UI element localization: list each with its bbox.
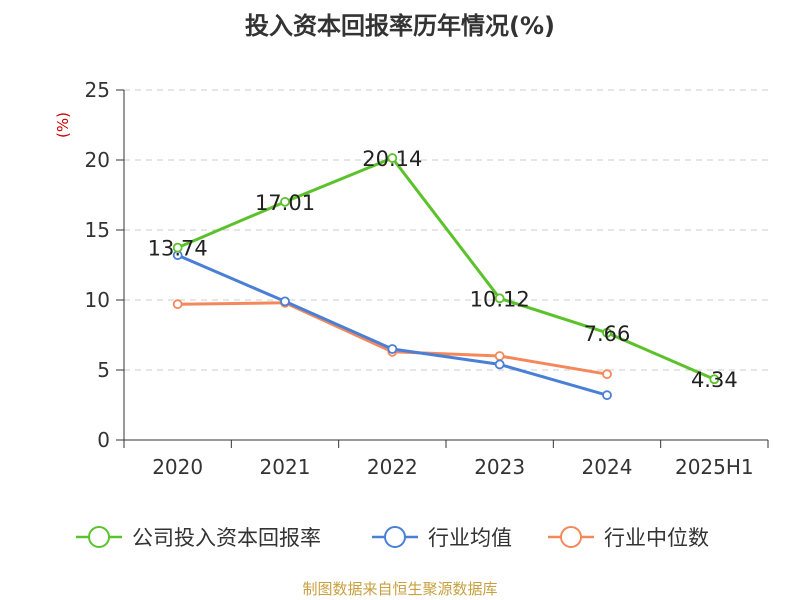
data-labels: 13.74 17.01 20.14 10.12 7.66 4.34 <box>148 147 738 392</box>
data-point <box>280 196 290 207</box>
legend-marker <box>88 526 110 548</box>
chart-title: 投入资本回报率历年情况(%) <box>245 12 555 40</box>
legend-label: 公司投入资本回报率 <box>132 526 321 550</box>
data-label: 20.14 <box>362 147 422 171</box>
source-footer: 制图数据来自恒生聚源数据库 <box>302 580 498 598</box>
y-tick-label: 25 <box>85 78 110 102</box>
x-tick-label: 2024 <box>582 455 633 479</box>
data-label: 7.66 <box>584 322 631 346</box>
y-tick-label: 20 <box>85 148 110 172</box>
data-point <box>387 153 398 163</box>
y-tick-label: 10 <box>85 288 110 312</box>
legend-marker <box>560 526 582 548</box>
legend-label: 行业中位数 <box>604 526 709 550</box>
x-tick-label: 2023 <box>474 455 525 479</box>
data-point <box>602 390 612 401</box>
data-point <box>172 299 183 310</box>
legend-label: 行业均值 <box>428 526 512 550</box>
data-point <box>709 374 720 385</box>
data-label: 4.34 <box>691 368 738 392</box>
axes: 0 5 10 15 20 25 2020 2021 2022 2023 2024 2025H1 (%) <box>54 78 769 479</box>
data-point <box>387 344 398 354</box>
data-point <box>494 359 505 370</box>
legend: 公司投入资本回报率 行业均值 行业中位数 <box>76 526 709 550</box>
data-point <box>494 293 505 304</box>
data-point <box>172 242 183 253</box>
data-label: 17.01 <box>255 191 315 215</box>
x-tick-label: 2021 <box>260 455 311 479</box>
data-label: 10.12 <box>470 287 530 311</box>
x-tick-label: 2022 <box>367 455 418 479</box>
y-axis-unit-label: (%) <box>54 112 72 138</box>
series-lines <box>172 153 720 401</box>
data-point <box>602 327 612 338</box>
data-point <box>494 351 505 361</box>
legend-marker <box>384 526 406 548</box>
y-tick-label: 15 <box>85 218 110 242</box>
y-tick-label: 0 <box>97 428 110 452</box>
series-line-1 <box>177 253 608 397</box>
x-tick-label: 2020 <box>152 455 203 479</box>
series-line-0 <box>177 156 715 381</box>
data-label: 13.74 <box>148 237 208 261</box>
y-tick-label: 5 <box>97 358 110 382</box>
x-tick-label: 2025H1 <box>675 455 754 479</box>
data-point <box>280 296 290 307</box>
data-point <box>602 369 612 380</box>
